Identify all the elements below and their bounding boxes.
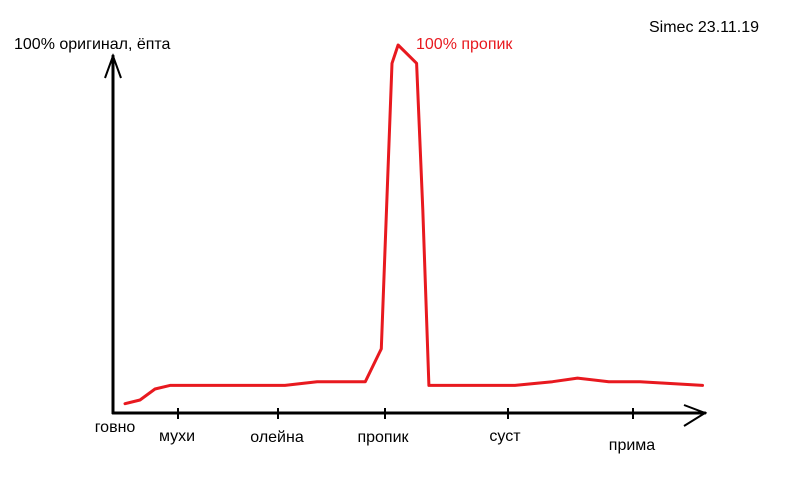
x-tick-label: суст xyxy=(489,428,521,445)
y-axis-arrowhead xyxy=(104,53,122,79)
peak-annotation: 100% пропик xyxy=(416,36,513,53)
x-axis-arrowhead xyxy=(683,404,708,427)
series-line xyxy=(123,43,704,406)
signature: Simec 23.11.19 xyxy=(649,19,759,36)
x-tick-label: олейна xyxy=(250,429,304,446)
x-tick-label: мухи xyxy=(159,428,195,445)
x-tick-label: прима xyxy=(609,437,656,454)
x-tick-label: пропик xyxy=(357,429,409,446)
x-tick-label: говно xyxy=(95,419,136,436)
y-axis-label: 100% оригинал, ёпта xyxy=(14,36,171,53)
